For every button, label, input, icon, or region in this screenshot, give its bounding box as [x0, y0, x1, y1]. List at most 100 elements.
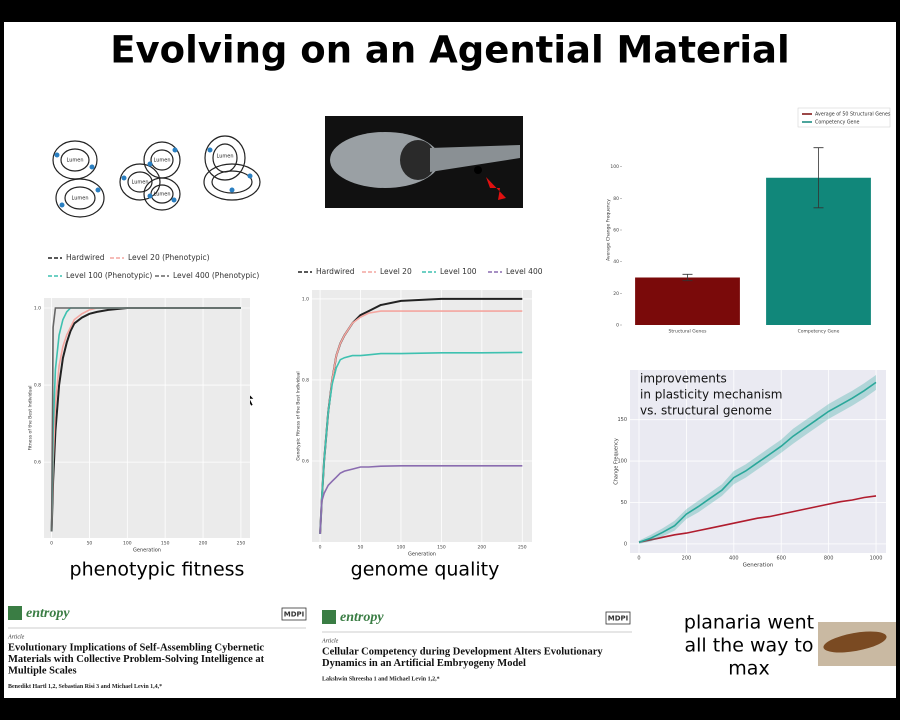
x-tick-label: Structural Genes	[669, 329, 708, 335]
legend-label: Level 20	[380, 267, 412, 276]
nucleus	[247, 173, 253, 179]
series-line	[638, 381, 877, 543]
x-tick-label: 150	[161, 541, 170, 547]
title: Evolving on an Agential Material	[110, 29, 789, 72]
legend-label: Hardwired	[66, 253, 105, 262]
cell-diagram	[52, 135, 261, 218]
x-tick-label: 0	[50, 541, 53, 547]
x-tick-label: 150	[437, 545, 446, 551]
y-tick-label: 100	[610, 164, 619, 170]
lumen	[150, 149, 174, 171]
annotation: vs. structural genome	[640, 404, 772, 418]
y-tick-label: 50	[621, 500, 627, 506]
red-arrow	[486, 177, 506, 200]
legend-label: Hardwired	[316, 267, 355, 276]
eye-spot	[474, 166, 482, 174]
y-axis-label: Genotypic Fitness of the Best Individual	[296, 371, 302, 460]
lumen	[211, 170, 253, 194]
plot-area	[44, 298, 250, 538]
paper-title: Multiple Scales	[8, 665, 77, 676]
y-tick-label: 80	[613, 196, 619, 202]
legend-label: Level 100	[440, 267, 477, 276]
gut	[400, 140, 436, 180]
journal-name: entropy	[340, 610, 384, 625]
y-tick-label: 1.0	[34, 306, 41, 312]
x-axis-label: Generation	[408, 552, 436, 558]
y-tick-label: 0	[624, 541, 627, 547]
nucleus	[147, 193, 153, 199]
legend-label: Level 400 (Phenotypic)	[173, 271, 259, 280]
bar	[635, 277, 740, 325]
x-tick-label: 0	[319, 545, 322, 551]
authors: Benedikt Hartl 1,2, Sebastian Risi 3 and…	[8, 684, 162, 690]
nucleus	[95, 187, 101, 193]
authors: Lakshwin Shreesha 1 and Michael Levin 1,…	[322, 676, 440, 682]
series-line	[319, 465, 523, 534]
x-tick-label: 200	[199, 541, 208, 547]
error-bar	[682, 273, 693, 282]
lumen	[127, 171, 153, 193]
y-axis-label: Fitness of the Best Individual	[28, 386, 34, 451]
x-tick-label: 50	[358, 545, 364, 551]
legend-box	[797, 107, 891, 128]
publisher-box	[281, 607, 307, 621]
series-line	[638, 495, 877, 543]
y-tick-label: 1.0	[302, 296, 309, 302]
journal-logo	[8, 606, 22, 620]
journal-name: entropy	[26, 606, 70, 621]
x-tick-label: 200	[682, 556, 692, 562]
nucleus	[89, 164, 95, 170]
journal-logo	[322, 610, 336, 624]
series-line	[50, 307, 241, 532]
confidence-band	[639, 375, 876, 544]
y-tick-label: 0.8	[302, 377, 309, 383]
note: planaria went	[684, 612, 814, 634]
y-tick-label: 100	[617, 459, 627, 465]
lumen-label: Lumen	[132, 180, 149, 186]
x-tick-label: 800	[824, 556, 834, 562]
cell	[204, 135, 246, 181]
y-tick-label: 150	[617, 417, 627, 423]
lumen-label: Lumen	[154, 158, 171, 164]
article-kind: Article	[321, 638, 339, 644]
legend-label: Competency Gene	[815, 120, 860, 126]
y-axis-label: Average Change Frequency	[606, 199, 612, 261]
annotation: in plasticity mechanism	[640, 388, 782, 402]
legend-label: Level 400	[506, 267, 543, 276]
y-tick-label: 0.8	[34, 383, 41, 389]
x-tick-label: 250	[518, 545, 527, 551]
legend-label: Average of 50 Structural Genes	[815, 112, 891, 118]
x-tick-label: 200	[478, 545, 487, 551]
plot-area	[312, 290, 532, 542]
x-tick-label: 400	[729, 556, 739, 562]
caption: genome quality	[351, 559, 500, 581]
nucleus	[172, 147, 178, 153]
lumen-labels: Lumen Lumen Lumen Lumen Lumen Lumen	[67, 154, 234, 202]
series-line	[319, 351, 523, 534]
lumen	[60, 148, 90, 172]
publisher: MDPI	[608, 615, 629, 623]
y-tick-label: 0.6	[302, 458, 309, 464]
article-kind: Article	[7, 634, 25, 640]
paper-title: Dynamics in an Artificial Embryogeny Mod…	[322, 658, 526, 669]
y-tick-label: 40	[613, 259, 619, 265]
tail	[430, 145, 520, 172]
caption: phenotypic fitness	[70, 559, 245, 581]
x-tick-label: 100	[397, 545, 406, 551]
legend-label: Level 100 (Phenotypic)	[66, 271, 152, 280]
x-tick-label: Competency Gene	[798, 329, 840, 335]
cell	[119, 163, 161, 201]
y-tick-label: 0.6	[34, 460, 41, 466]
nucleus	[121, 175, 127, 181]
error-bar	[813, 147, 824, 209]
nucleus	[171, 197, 177, 203]
y-tick-label: 0	[616, 323, 619, 329]
paper-title: Materials with Collective Problem-Solvin…	[8, 654, 265, 665]
lumen-label: Lumen	[72, 196, 89, 202]
note: all the way to	[684, 635, 813, 657]
nucleus	[229, 187, 235, 193]
lumen	[64, 186, 96, 210]
cell	[143, 177, 181, 211]
